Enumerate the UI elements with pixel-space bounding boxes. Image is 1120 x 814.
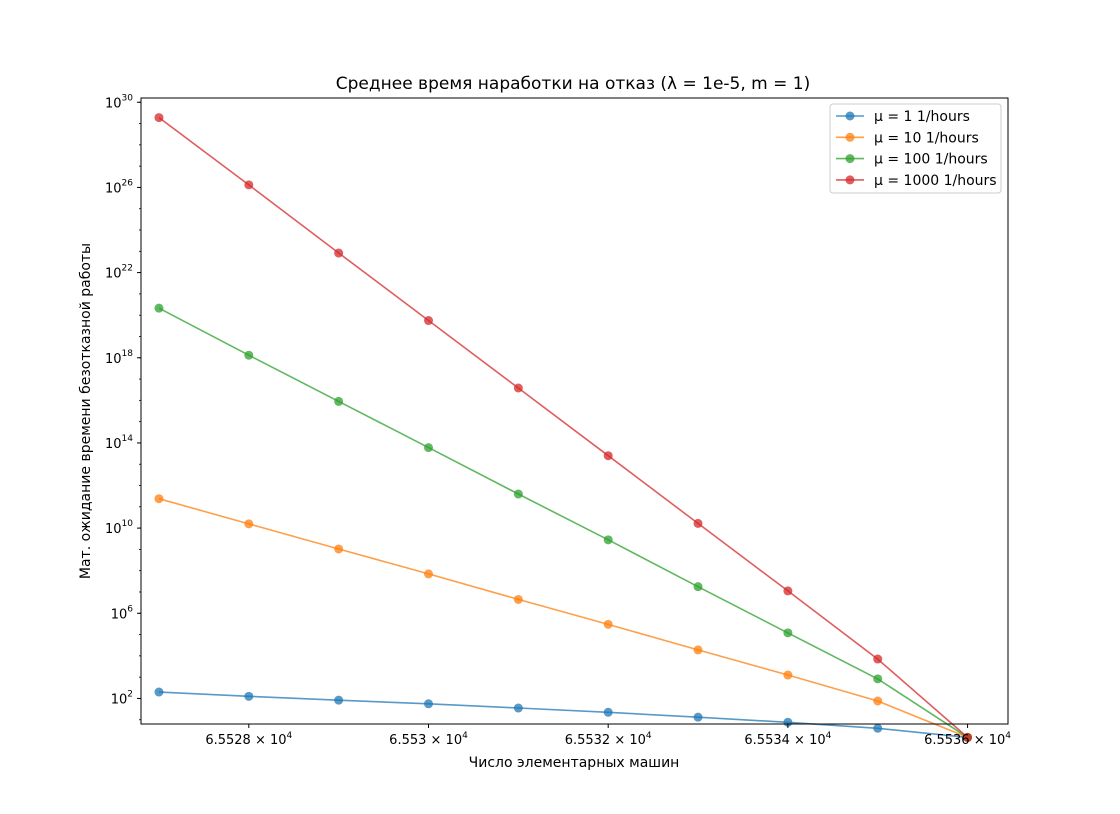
data-point	[244, 691, 254, 701]
y-tick-label: 102	[111, 689, 133, 707]
data-point	[783, 717, 793, 727]
x-tick-label: 6.5534 × 104	[744, 731, 831, 748]
data-point	[424, 443, 434, 453]
legend-label: μ = 1 1/hours	[874, 109, 970, 125]
data-point	[513, 489, 523, 499]
data-point	[693, 582, 703, 592]
data-point	[873, 674, 883, 684]
x-tick-label: 6.553 × 104	[389, 731, 468, 748]
legend-items: μ = 1 1/hours μ = 10 1/hours μ = 100 1/hou…	[836, 109, 997, 189]
data-point	[334, 248, 344, 258]
data-point	[244, 180, 254, 190]
data-point	[603, 535, 613, 545]
data-point	[334, 396, 344, 406]
data-point	[334, 695, 344, 705]
x-axis-label: Число элементарных машин	[469, 755, 680, 771]
data-point	[783, 628, 793, 638]
legend-frame	[829, 103, 1002, 194]
data-point	[603, 707, 613, 717]
data-point	[873, 654, 883, 664]
y-tick-label: 1010	[105, 519, 133, 537]
series-line-0	[158, 691, 968, 739]
y-tick-label: 1014	[105, 434, 133, 452]
data-point	[873, 723, 883, 733]
data-point	[693, 712, 703, 722]
y-axis-label: Мат. ожидание времени безотказной работы	[78, 243, 94, 579]
x-tick-label: 6.5528 × 104	[205, 731, 292, 748]
x-axis-ticks: 6.5528 × 104 6.553 × 104 6.5532 × 104 6.553…	[205, 724, 1011, 748]
data-point	[154, 687, 164, 697]
data-point	[783, 586, 793, 596]
legend-marker	[845, 175, 855, 185]
y-tick-label: 1026	[105, 178, 133, 196]
series-line-1	[158, 497, 968, 739]
y-tick-label: 1022	[105, 264, 133, 282]
y-axis-ticks: 102 106 1010 1014 1018 1022 1026 1030	[105, 93, 141, 721]
data-point	[693, 518, 703, 528]
x-tick-label: 6.5536 × 104	[924, 731, 1011, 748]
legend-marker	[845, 111, 855, 121]
chart-title: Среднее время наработки на отказ (λ = 1e…	[336, 74, 811, 94]
data-point	[963, 732, 973, 742]
legend-label: μ = 1000 1/hours	[874, 173, 997, 189]
series-group	[154, 113, 973, 742]
data-point	[154, 303, 164, 313]
legend-label: μ = 100 1/hours	[874, 152, 988, 168]
data-point	[783, 670, 793, 680]
data-point	[513, 383, 523, 393]
series-line-2	[158, 307, 969, 739]
legend-label: μ = 10 1/hours	[874, 130, 979, 146]
data-point	[513, 594, 523, 604]
legend-marker	[845, 132, 855, 142]
y-tick-label: 1030	[105, 93, 133, 111]
x-tick-label: 6.5532 × 104	[565, 731, 652, 748]
data-point	[424, 569, 434, 579]
data-point	[424, 316, 434, 326]
data-point	[603, 619, 613, 629]
data-point	[154, 494, 164, 504]
series-line-3	[158, 116, 969, 739]
data-point	[873, 696, 883, 706]
data-point	[513, 703, 523, 713]
data-point	[244, 519, 254, 529]
axes-background	[141, 98, 1008, 724]
y-tick-label: 106	[111, 604, 134, 622]
y-tick-label: 1018	[105, 349, 133, 367]
axes-frame	[140, 97, 1009, 725]
data-point	[424, 699, 434, 709]
data-point	[603, 451, 613, 461]
plot-area	[140, 97, 1009, 742]
legend: μ = 1 1/hours μ = 10 1/hours μ = 100 1/hou…	[829, 103, 1002, 194]
data-point	[154, 113, 164, 123]
data-point	[693, 645, 703, 655]
data-point	[334, 544, 344, 554]
data-point	[244, 350, 254, 360]
legend-marker	[845, 154, 855, 164]
